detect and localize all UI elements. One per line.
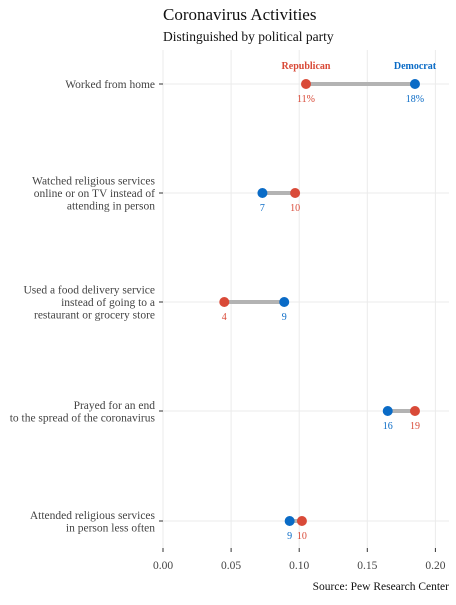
- democrat-value-label: 16: [383, 421, 393, 432]
- republican-point: [409, 406, 420, 416]
- republican-value-label: 10: [297, 531, 307, 542]
- republican-point: [219, 297, 230, 307]
- mark-layer: 11% 18% Republican Democrat 10 7 4 9 19 16 10 9: [219, 61, 437, 542]
- category-layer: Worked from home Watched religious servic…: [10, 79, 156, 534]
- grid-layer: [162, 50, 449, 548]
- category-label-line: Used a food delivery service: [23, 285, 155, 297]
- x-tick-label: 0.05: [221, 560, 241, 572]
- legend-label-republican: Republican: [282, 61, 331, 72]
- republican-point: [290, 188, 301, 198]
- category-label-line: online or on TV instead of: [34, 188, 155, 200]
- democrat-point: [279, 297, 290, 307]
- x-tick-label: 0.10: [289, 560, 309, 572]
- chart-subtitle: Distinguished by political party: [163, 29, 334, 44]
- category-label: Attended religious services in person les…: [30, 510, 156, 535]
- democrat-point: [382, 406, 393, 416]
- democrat-value-label: 9: [287, 531, 292, 542]
- democrat-value-label: 18%: [406, 94, 424, 105]
- republican-value-label: 10: [290, 203, 300, 214]
- republican-value-label: 19: [410, 421, 420, 432]
- category-label-line: in person less often: [66, 522, 155, 534]
- category-label-line: attending in person: [67, 201, 155, 213]
- republican-point: [296, 516, 307, 526]
- category-label: Watched religious services online or on T…: [32, 176, 155, 213]
- category-label-line: instead of going to a: [61, 297, 155, 309]
- republican-value-label: 4: [222, 312, 227, 323]
- democrat-point: [284, 516, 295, 526]
- democrat-value-label: 9: [282, 312, 287, 323]
- democrat-point: [257, 188, 268, 198]
- democrat-point: [409, 79, 420, 89]
- category-label: Prayed for an end to the spread of the co…: [10, 400, 156, 425]
- x-tick-label: 0.00: [153, 560, 173, 572]
- category-label-line: Worked from home: [65, 79, 155, 91]
- category-label: Used a food delivery service instead of g…: [23, 285, 155, 322]
- x-tick-label: 0.15: [357, 560, 377, 572]
- legend-label-democrat: Democrat: [394, 61, 437, 72]
- republican-point: [301, 79, 312, 89]
- x-tick-label: 0.20: [425, 560, 445, 572]
- category-label-line: restaurant or grocery store: [34, 310, 155, 322]
- category-label-line: Prayed for an end: [74, 400, 156, 412]
- chart-caption: Source: Pew Research Center: [313, 581, 450, 593]
- category-label-line: Watched religious services: [32, 176, 155, 188]
- category-label-line: to the spread of the coronavirus: [10, 412, 156, 424]
- category-label-line: Attended religious services: [30, 510, 156, 522]
- republican-value-label: 11%: [297, 94, 315, 105]
- category-label: Worked from home: [65, 79, 155, 91]
- x-axis: 0.00 0.05 0.10 0.15 0.20: [153, 83, 446, 572]
- democrat-value-label: 7: [260, 203, 265, 214]
- chart-title: Coronavirus Activities: [163, 5, 316, 24]
